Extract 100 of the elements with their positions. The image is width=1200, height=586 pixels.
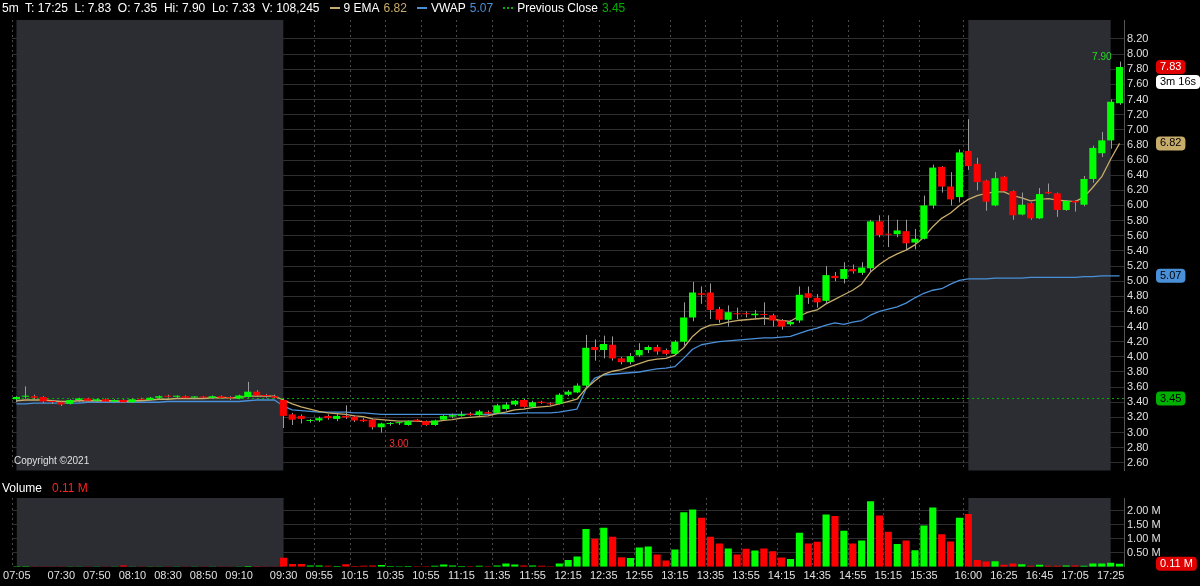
annotation: 7.90	[1092, 50, 1112, 62]
y-tick-label: 1.00 M	[1127, 531, 1161, 544]
text: 6.82	[383, 1, 407, 15]
bar	[822, 514, 830, 567]
bar	[875, 515, 883, 567]
bar	[760, 548, 768, 567]
bar	[991, 561, 999, 567]
annotation: 3.00	[389, 437, 410, 449]
candlestick	[760, 301, 768, 326]
x-tick-label: 09:10	[225, 569, 253, 582]
candlestick	[902, 219, 910, 250]
bar	[804, 543, 812, 567]
candlestick	[884, 214, 892, 248]
chart-title: 5m T: 17:25 L: 7.83 O: 7.35 Hi: 7.90 Lo: 7.33 V: 108,245	[2, 1, 320, 15]
candlestick	[600, 335, 608, 359]
y-tick-label: 2.80	[1127, 440, 1149, 453]
y-tick-label: 7.20	[1127, 107, 1149, 120]
y-tick-label: 4.60	[1127, 304, 1149, 317]
bar	[929, 507, 937, 567]
y-tick-label: 4.20	[1127, 334, 1149, 347]
bar	[715, 543, 723, 567]
text: 5.07	[1160, 268, 1182, 281]
y-tick-label: 8.20	[1127, 31, 1149, 44]
candlestick	[840, 261, 848, 284]
y-tick-label: 3.60	[1127, 380, 1149, 393]
y-tick-label: 5.00	[1127, 274, 1149, 287]
y-tick-label: 6.80	[1127, 137, 1149, 150]
x-tick-label: 10:15	[340, 569, 369, 582]
x-tick-label: 15:15	[874, 569, 903, 582]
x-tick-label: 13:55	[732, 569, 760, 582]
chart-title: Volume	[2, 481, 43, 495]
y-tick-label: 5.60	[1127, 228, 1149, 241]
text: 3.45	[601, 1, 626, 15]
candlestick	[724, 304, 732, 328]
y-tick-label: 6.40	[1127, 168, 1149, 181]
x-tick-label: 16:25	[990, 569, 1018, 582]
bar	[724, 548, 732, 567]
text: 3.45	[1160, 391, 1182, 404]
bar	[866, 501, 875, 567]
y-tick-label: 1.50 M	[1127, 517, 1161, 530]
x-tick-label: 08:10	[118, 569, 147, 582]
bar	[840, 530, 848, 567]
candlestick	[875, 214, 883, 238]
bar	[831, 515, 839, 567]
x-tick-label: 16:00	[954, 569, 983, 582]
y-tick-label: 6.20	[1127, 183, 1149, 196]
bar	[689, 509, 697, 567]
x-tick-label: 13:15	[661, 569, 689, 582]
x-tick-label: 09:55	[305, 569, 333, 582]
x-tick-label: 14:35	[803, 569, 831, 582]
candlestick	[982, 179, 990, 212]
bar	[600, 527, 608, 567]
x-tick-label: 17:25	[1096, 569, 1125, 582]
legend-label: 9 EMA	[343, 1, 380, 15]
x-tick-label: 13:35	[696, 569, 725, 582]
bar	[751, 550, 759, 567]
y-tick-label: 2.60	[1127, 455, 1149, 468]
y-tick-label: 5.40	[1127, 243, 1149, 256]
bar	[884, 531, 892, 567]
x-tick-label: 14:55	[839, 569, 867, 582]
x-tick-label: 10:35	[376, 569, 405, 582]
x-tick-label: 12:15	[554, 569, 582, 582]
candlestick	[973, 157, 981, 191]
y-tick-label: 3.00	[1127, 425, 1149, 438]
x-tick-label: 07:30	[47, 569, 76, 582]
x-tick-label: 08:50	[189, 569, 218, 582]
bar	[671, 549, 679, 567]
bar	[813, 541, 821, 567]
y-tick-label: 4.40	[1127, 319, 1149, 332]
y-tick-label: 7.00	[1127, 122, 1149, 135]
y-tick-label: 6.00	[1127, 198, 1149, 211]
candlestick	[697, 285, 705, 305]
text: 7.83	[1160, 59, 1182, 72]
candlestick	[938, 165, 946, 194]
bar	[849, 543, 857, 567]
text: 6.82	[1160, 136, 1182, 149]
candlestick	[706, 282, 714, 320]
bar	[591, 538, 599, 567]
candlestick	[964, 118, 972, 171]
x-tick-label: 07:50	[83, 569, 111, 582]
bar	[680, 512, 688, 567]
legend-label: VWAP	[430, 1, 466, 15]
x-tick-label: 14:15	[767, 569, 796, 582]
bar	[858, 540, 866, 567]
candlestick	[911, 228, 919, 250]
bar	[706, 536, 715, 567]
annotation: Copyright ©2021	[14, 455, 90, 467]
y-tick-label: 4.80	[1127, 289, 1149, 302]
x-tick-label: 11:15	[448, 569, 475, 582]
bar	[938, 534, 946, 567]
x-tick-label: 09:30	[269, 569, 298, 582]
x-tick-label: 08:30	[154, 569, 182, 582]
y-tick-label: 5.80	[1127, 213, 1149, 226]
y-tick-label: 3.80	[1127, 365, 1149, 378]
bar	[893, 544, 901, 567]
bar	[982, 561, 990, 567]
y-tick-label: 6.60	[1127, 153, 1149, 166]
bar	[635, 547, 643, 567]
y-tick-label: 3.20	[1127, 410, 1149, 423]
candlestick	[1098, 131, 1106, 158]
